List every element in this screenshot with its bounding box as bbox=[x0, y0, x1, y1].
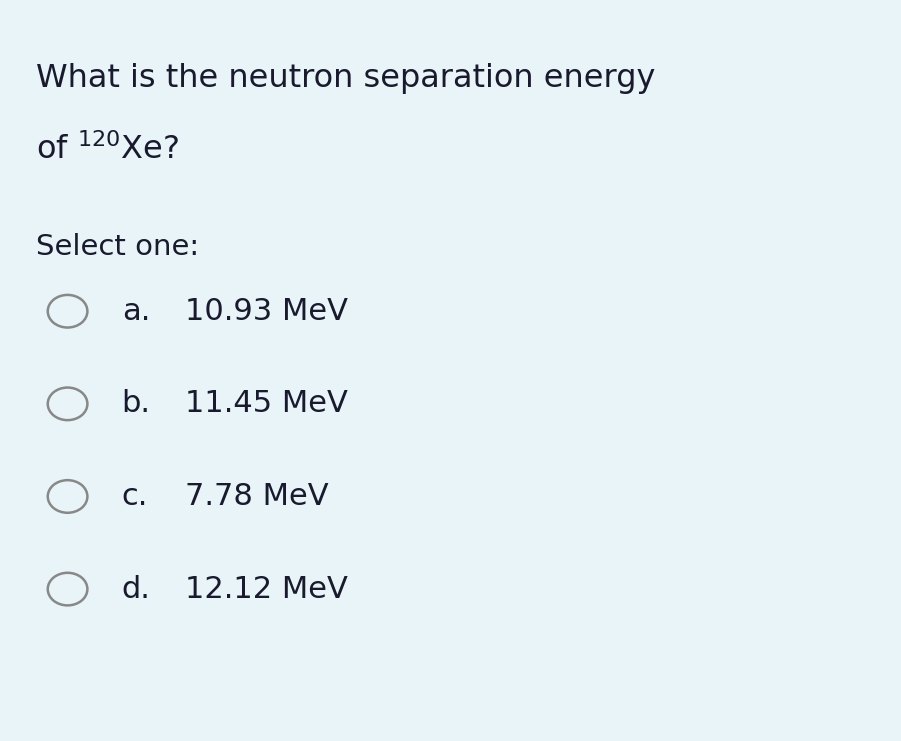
Text: 12.12 MeV: 12.12 MeV bbox=[185, 574, 348, 604]
Text: a.: a. bbox=[122, 296, 150, 326]
Text: of $^{120}$Xe?: of $^{120}$Xe? bbox=[36, 133, 179, 166]
Text: 7.78 MeV: 7.78 MeV bbox=[185, 482, 328, 511]
Text: c.: c. bbox=[122, 482, 148, 511]
Text: Select one:: Select one: bbox=[36, 233, 199, 262]
Text: What is the neutron separation energy: What is the neutron separation energy bbox=[36, 63, 656, 94]
Text: 11.45 MeV: 11.45 MeV bbox=[185, 389, 348, 419]
Text: d.: d. bbox=[122, 574, 150, 604]
Text: b.: b. bbox=[122, 389, 150, 419]
Text: 10.93 MeV: 10.93 MeV bbox=[185, 296, 348, 326]
